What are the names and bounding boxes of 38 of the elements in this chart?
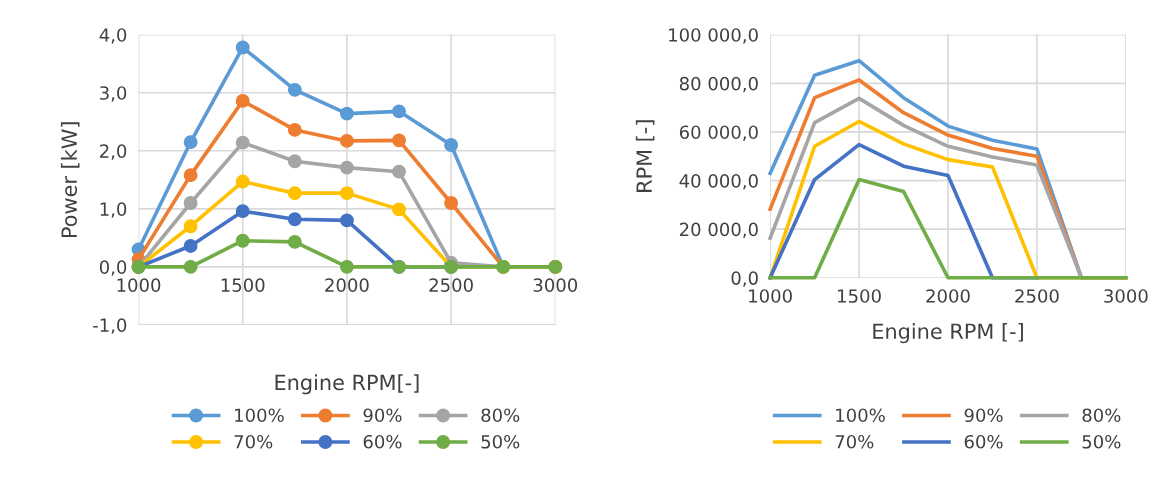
legend-label: 80% — [481, 408, 520, 423]
x-tick-label: 2500 — [429, 278, 473, 292]
legend-label: 80% — [1082, 408, 1121, 423]
legend-label: 50% — [1082, 434, 1121, 449]
y-tick-label: 40 000,0 — [679, 174, 758, 190]
x-tick-label: 2500 — [1015, 289, 1059, 303]
y-axis-title: RPM [-] — [635, 120, 655, 192]
x-tick-label: 1500 — [221, 278, 265, 292]
legend-label: 60% — [363, 434, 402, 449]
x-tick-label: 1500 — [838, 289, 881, 303]
y-tick-label: 3,0 — [100, 86, 127, 102]
x-axis-title: Engine RPM [-] — [873, 323, 1023, 344]
legend-label: 100% — [836, 408, 885, 423]
legend-label: 100% — [235, 408, 284, 423]
x-tick-label: 1000 — [117, 278, 161, 292]
y-tick-label: 1,0 — [100, 202, 127, 218]
legend-label: 70% — [234, 434, 273, 449]
legend-label: 90% — [363, 408, 402, 423]
y-tick-label: 2,0 — [100, 144, 127, 160]
y-tick-label: 60 000,0 — [679, 125, 758, 141]
y-tick-label: 100 000,0 — [669, 28, 758, 44]
y-tick-label: 0,0 — [99, 260, 127, 276]
y-tick-label: 4,0 — [99, 28, 127, 44]
y-axis-title: Power [kW] — [60, 122, 80, 238]
x-tick-label: 3000 — [1104, 289, 1148, 303]
x-tick-label: 1000 — [749, 289, 792, 303]
x-tick-label: 2000 — [325, 278, 369, 292]
x-axis-title: Engine RPM[-] — [275, 374, 419, 395]
y-tick-label: 20 000,0 — [679, 222, 758, 239]
x-tick-label: 3000 — [533, 278, 578, 292]
y-tick-label: -1,0 — [93, 318, 127, 334]
legend-label: 50% — [481, 434, 520, 449]
legend-label: 60% — [964, 434, 1003, 449]
y-tick-label: 0,0 — [731, 271, 758, 287]
x-tick-label: 2000 — [926, 289, 970, 303]
y-tick-label: 80 000,0 — [679, 76, 758, 93]
legend-label: 90% — [964, 408, 1003, 423]
legend-label: 70% — [835, 434, 874, 449]
